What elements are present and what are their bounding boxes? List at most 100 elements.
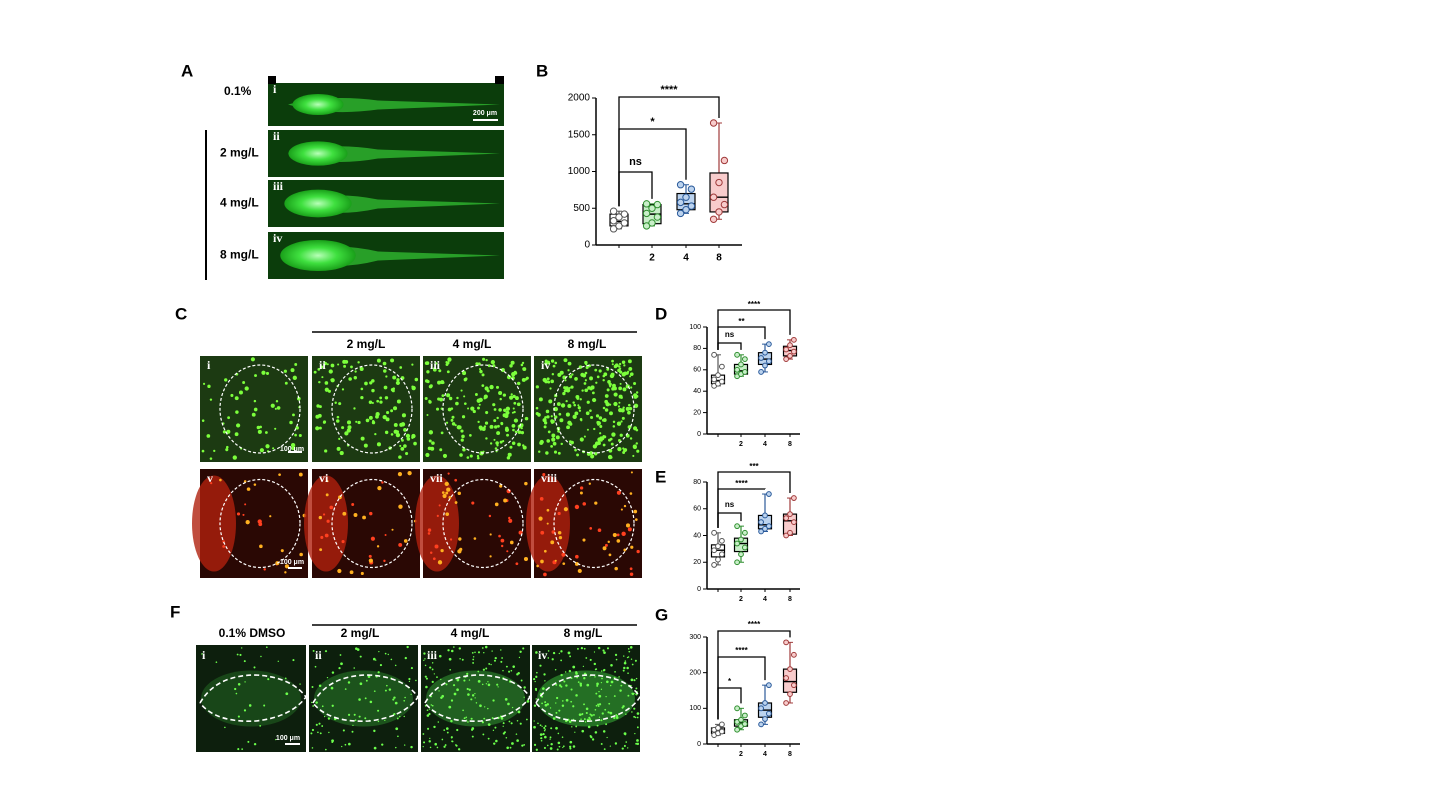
x-tick-label: 8 bbox=[788, 596, 792, 603]
cell bbox=[576, 676, 579, 679]
cell bbox=[630, 678, 634, 682]
cell bbox=[622, 669, 625, 672]
cell bbox=[428, 400, 432, 404]
y-tick-label: 0 bbox=[697, 431, 701, 438]
cell bbox=[462, 371, 467, 376]
cell bbox=[543, 673, 546, 676]
cell bbox=[456, 728, 459, 732]
cell bbox=[561, 704, 565, 707]
cell bbox=[623, 548, 627, 552]
cell bbox=[533, 704, 537, 707]
cell bbox=[396, 717, 399, 720]
cell bbox=[606, 680, 609, 684]
cell bbox=[385, 417, 390, 422]
cell bbox=[591, 738, 595, 741]
cell bbox=[562, 745, 565, 748]
cell bbox=[625, 713, 627, 716]
cell bbox=[493, 425, 498, 429]
data-point bbox=[766, 358, 772, 365]
cell bbox=[487, 723, 491, 726]
data-point bbox=[758, 705, 764, 712]
cell bbox=[605, 723, 608, 726]
cell bbox=[602, 649, 605, 652]
cell bbox=[429, 551, 433, 554]
cell bbox=[588, 482, 591, 485]
cell bbox=[379, 396, 383, 400]
significance-bracket bbox=[717, 342, 742, 350]
x-tick-label: 8 bbox=[788, 751, 792, 758]
cell bbox=[624, 660, 627, 662]
cell bbox=[477, 362, 481, 366]
cell bbox=[235, 692, 238, 695]
cell bbox=[544, 735, 547, 739]
cell bbox=[550, 359, 555, 363]
cell bbox=[634, 518, 638, 521]
cell bbox=[572, 705, 575, 708]
cell bbox=[451, 422, 456, 426]
cell bbox=[459, 453, 463, 457]
cell bbox=[563, 386, 567, 390]
cell bbox=[460, 389, 463, 392]
cell bbox=[573, 403, 577, 407]
cell bbox=[397, 735, 399, 738]
scale-label: 200 μm bbox=[473, 110, 497, 117]
cell bbox=[360, 436, 365, 441]
cell bbox=[621, 747, 624, 750]
data-point bbox=[715, 208, 723, 216]
panel-label: D bbox=[655, 304, 667, 323]
cell bbox=[596, 724, 599, 727]
cell bbox=[351, 730, 354, 733]
cell bbox=[630, 545, 634, 549]
cell bbox=[239, 653, 242, 657]
cell bbox=[445, 421, 449, 424]
cell bbox=[342, 359, 347, 364]
data-point bbox=[762, 362, 768, 369]
cell bbox=[524, 416, 529, 421]
cell bbox=[440, 696, 443, 700]
cell bbox=[606, 647, 609, 650]
cell bbox=[533, 677, 536, 681]
data-point bbox=[742, 721, 748, 727]
cell bbox=[398, 542, 403, 547]
cell bbox=[602, 669, 605, 672]
scale-label: 100 μm bbox=[276, 735, 300, 742]
cell bbox=[590, 736, 593, 739]
cell bbox=[359, 366, 364, 371]
cell bbox=[551, 433, 556, 438]
y-tick-label: 20 bbox=[693, 559, 701, 566]
significance-label: **** bbox=[748, 300, 761, 309]
cell bbox=[401, 413, 406, 418]
cell bbox=[598, 690, 600, 693]
cell bbox=[629, 646, 633, 649]
data-point bbox=[719, 537, 725, 544]
cell bbox=[579, 398, 582, 401]
cell bbox=[510, 393, 513, 396]
cell bbox=[618, 386, 623, 391]
cell bbox=[436, 514, 439, 517]
cell bbox=[523, 686, 526, 689]
cell bbox=[382, 415, 387, 420]
cell bbox=[494, 447, 498, 450]
cell bbox=[323, 715, 326, 718]
cell bbox=[515, 733, 518, 735]
brain-glow bbox=[426, 670, 525, 727]
roi-outline bbox=[553, 364, 635, 454]
y-tick-label: 40 bbox=[693, 388, 701, 395]
cell bbox=[396, 378, 400, 382]
cell bbox=[572, 745, 576, 748]
cell bbox=[582, 665, 585, 667]
cell bbox=[537, 413, 541, 417]
cell bbox=[483, 717, 486, 720]
significance-label: **** bbox=[748, 620, 761, 629]
cell bbox=[534, 680, 536, 683]
cell bbox=[275, 400, 279, 403]
cell bbox=[446, 487, 451, 492]
cell bbox=[557, 511, 561, 516]
cell bbox=[398, 455, 402, 459]
cell bbox=[326, 677, 329, 679]
cell bbox=[408, 680, 411, 683]
numeral: vi bbox=[319, 471, 329, 485]
cell bbox=[375, 659, 377, 661]
data-point bbox=[734, 540, 740, 547]
cell bbox=[369, 511, 373, 516]
